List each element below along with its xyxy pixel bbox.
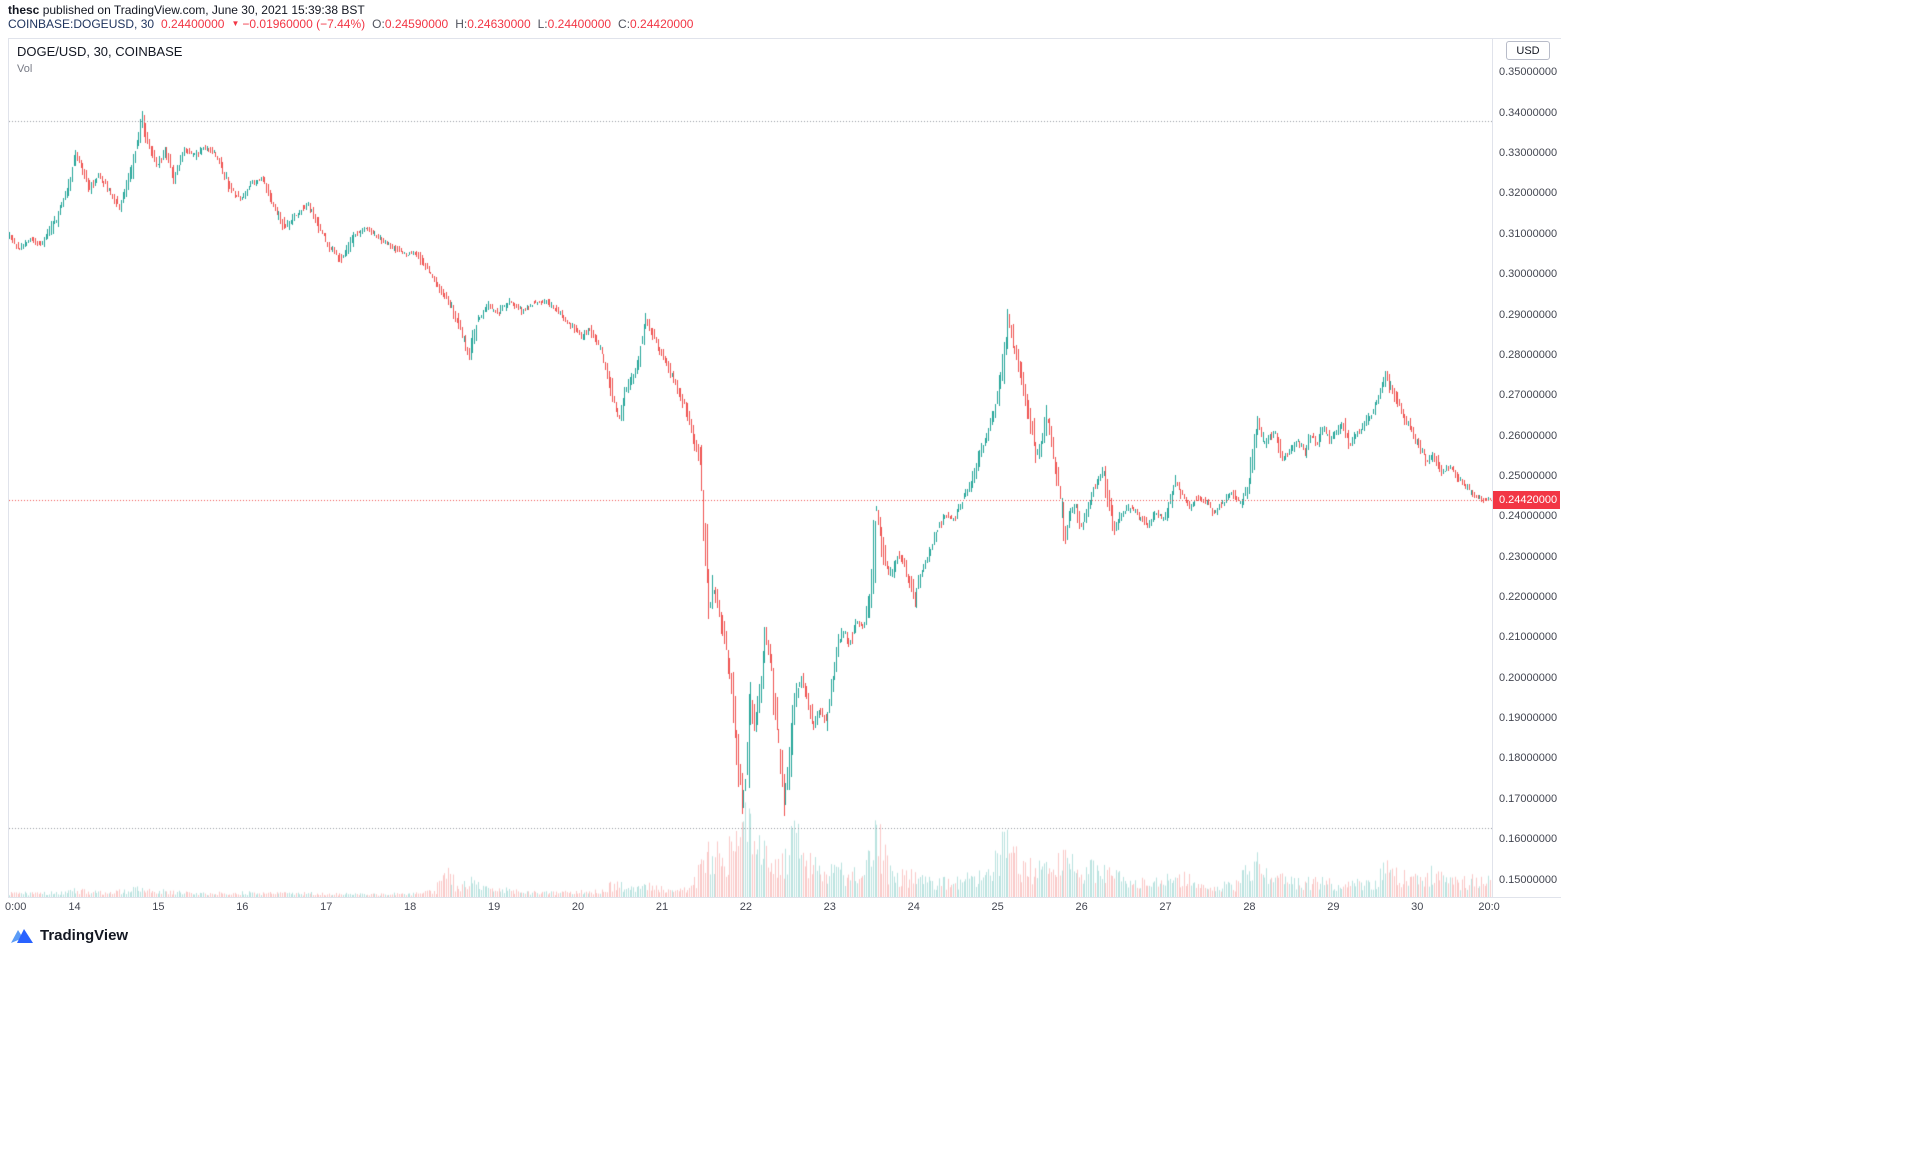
price-tick-label: 0.34000000 bbox=[1499, 106, 1558, 119]
price-tick-label: 0.35000000 bbox=[1499, 66, 1558, 79]
price-tick-label: 0.25000000 bbox=[1499, 469, 1558, 482]
ohlc-high-group: H: 0.24630000 bbox=[455, 17, 530, 31]
price-tick-label: 0.16000000 bbox=[1499, 833, 1558, 846]
price-tick-label: 0.26000000 bbox=[1499, 429, 1558, 442]
low-label: L: bbox=[537, 17, 548, 31]
high-label: H: bbox=[455, 17, 468, 31]
time-tick-label: 16 bbox=[236, 901, 249, 913]
tradingview-logo-icon bbox=[10, 926, 34, 944]
price-tick-label: 0.29000000 bbox=[1499, 308, 1558, 321]
time-tick-label: 18 bbox=[404, 901, 417, 913]
high-value: 0.24630000 bbox=[467, 17, 531, 31]
price-tick-label: 0.19000000 bbox=[1499, 712, 1558, 725]
price-tick-label: 0.27000000 bbox=[1499, 389, 1558, 402]
low-value: 0.24400000 bbox=[547, 17, 612, 31]
price-tick-label: 0.28000000 bbox=[1499, 348, 1558, 361]
price-tick-label: 0.20000000 bbox=[1499, 671, 1558, 684]
price-change-group: ▼ −0.01960000 (−7.44%) bbox=[231, 17, 365, 31]
symbol-quote-line: COINBASE:DOGEUSD, 30 0.24400000 ▼ −0.019… bbox=[8, 17, 693, 31]
time-tick-label: 20:0 bbox=[1478, 901, 1500, 913]
tradingview-wordmark: TradingView bbox=[40, 926, 129, 944]
down-triangle-icon: ▼ bbox=[231, 19, 240, 28]
last-price-value: 0.24400000 bbox=[161, 17, 225, 31]
publish-info-line: thesc published on TradingView.com, June… bbox=[8, 3, 365, 17]
time-axis-line bbox=[8, 897, 1561, 898]
currency-usd-button[interactable]: USD bbox=[1506, 41, 1550, 60]
price-axis[interactable]: 0.35000000 0.34000000 0.33000000 0.32000000… bbox=[1493, 39, 1560, 897]
time-tick-label: 27 bbox=[1159, 901, 1172, 913]
publish-text: published on TradingView.com, June 30, 2… bbox=[39, 3, 365, 17]
price-tick-label: 0.33000000 bbox=[1499, 147, 1558, 160]
author-name: thesc bbox=[8, 3, 40, 17]
symbol-name: COINBASE:DOGEUSD, 30 bbox=[8, 17, 155, 31]
time-tick-label: 28 bbox=[1243, 901, 1256, 913]
price-tick-label: 0.22000000 bbox=[1499, 591, 1558, 604]
close-value: 0.24420000 bbox=[630, 17, 694, 31]
time-tick-label: 22 bbox=[739, 901, 752, 913]
time-tick-label: 26 bbox=[1075, 901, 1088, 913]
close-label: C: bbox=[618, 17, 631, 31]
candlestick-chart[interactable] bbox=[9, 39, 1492, 897]
open-value: 0.24590000 bbox=[384, 17, 449, 31]
ohlc-open-group: O: 0.24590000 bbox=[372, 17, 448, 31]
chart-legend-title: DOGE/USD, 30, COINBASE bbox=[17, 44, 183, 59]
price-tick-label: 0.21000000 bbox=[1499, 631, 1558, 644]
ohlc-close-group: C: 0.24420000 bbox=[618, 17, 693, 31]
price-tick-label: 0.31000000 bbox=[1499, 227, 1558, 240]
time-tick-label: 24 bbox=[907, 901, 920, 913]
time-tick-label: 14 bbox=[68, 901, 81, 913]
time-tick-label: 25 bbox=[991, 901, 1004, 913]
price-tick-label: 0.32000000 bbox=[1499, 187, 1558, 200]
time-tick-label: 23 bbox=[823, 901, 836, 913]
price-axis-separator bbox=[1492, 38, 1493, 898]
price-tick-label: 0.30000000 bbox=[1499, 268, 1558, 281]
price-tick-label: 0.18000000 bbox=[1499, 752, 1558, 765]
price-tick-label: 0.24000000 bbox=[1499, 510, 1558, 523]
time-tick-label: 29 bbox=[1327, 901, 1340, 913]
ohlc-low-group: L: 0.24400000 bbox=[538, 17, 611, 31]
time-tick-label: 0:00 bbox=[4, 901, 27, 913]
price-tick-label: 0.17000000 bbox=[1499, 792, 1558, 805]
time-tick-label: 21 bbox=[655, 901, 669, 913]
time-tick-label: 20 bbox=[571, 901, 585, 913]
time-tick-label: 15 bbox=[152, 901, 165, 913]
time-axis[interactable]: 0:00 14 15 16 17 18 19 20 21 22 23 24 25 26 27 28 29 30 20… bbox=[5, 901, 1560, 917]
open-label: O: bbox=[372, 17, 385, 31]
time-tick-label: 17 bbox=[320, 901, 333, 913]
time-tick-label: 30 bbox=[1411, 901, 1424, 913]
last-price-tag: 0.24420000 bbox=[1493, 490, 1560, 509]
price-change-value: −0.01960000 (−7.44%) bbox=[242, 17, 366, 31]
volume-legend-label: Vol bbox=[17, 63, 33, 75]
chart-border-top bbox=[8, 38, 1561, 39]
time-tick-label: 19 bbox=[487, 901, 501, 913]
chart-border-left bbox=[8, 38, 9, 898]
tradingview-attribution[interactable]: TradingView bbox=[10, 926, 128, 944]
price-tick-label: 0.23000000 bbox=[1499, 550, 1558, 563]
price-tick-label: 0.15000000 bbox=[1499, 873, 1558, 886]
